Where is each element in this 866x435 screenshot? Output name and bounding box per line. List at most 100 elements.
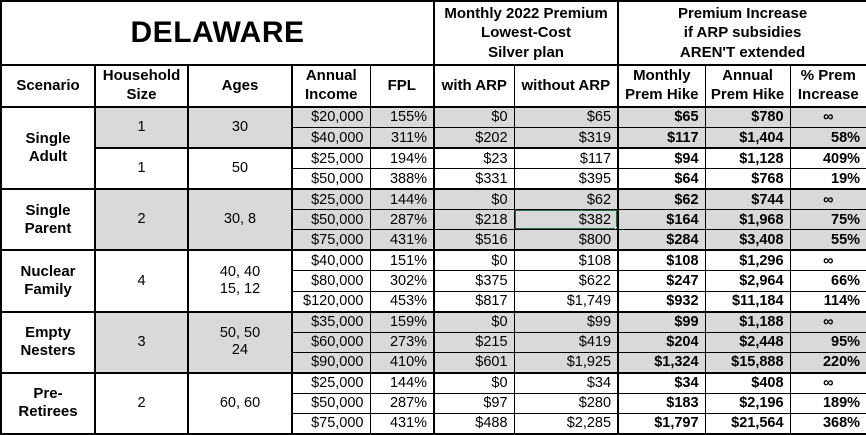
cell-pct-increase[interactable]: ∞ <box>789 310 866 333</box>
cell-fpl[interactable]: 144% <box>369 371 436 394</box>
cell-with-arp[interactable]: $202 <box>433 127 515 149</box>
cell-income[interactable]: $40,000 <box>291 127 371 149</box>
cell-fpl[interactable]: 453% <box>369 290 436 313</box>
cell-without-arp[interactable]: $1,749 <box>513 290 620 313</box>
selection-fill-handle[interactable] <box>615 227 617 229</box>
ages-cell[interactable]: 40, 40 15, 12 <box>187 249 293 313</box>
cell-fpl[interactable]: 388% <box>369 168 436 190</box>
cell-fpl[interactable]: 431% <box>369 412 436 435</box>
cell-income[interactable]: $25,000 <box>291 147 371 170</box>
cell-with-arp[interactable]: $218 <box>433 209 515 231</box>
cell-income[interactable]: $60,000 <box>291 331 371 353</box>
cell-pct-increase[interactable]: 368% <box>789 412 866 435</box>
cell-without-arp[interactable]: $280 <box>513 392 620 414</box>
cell-income[interactable]: $75,000 <box>291 229 371 251</box>
scenario-cell-empty-nesters[interactable]: Empty Nesters <box>0 310 96 374</box>
cell-fpl[interactable]: 302% <box>369 270 436 292</box>
cell-pct-increase[interactable]: 114% <box>789 290 866 313</box>
cell-fpl[interactable]: 431% <box>369 229 436 251</box>
scenario-cell-nuclear-family[interactable]: Nuclear Family <box>0 249 96 313</box>
cell-with-arp[interactable]: $601 <box>433 351 515 374</box>
cell-annual-hike[interactable]: $744 <box>704 188 791 211</box>
cell-with-arp[interactable]: $23 <box>433 147 515 170</box>
cell-annual-hike[interactable]: $1,296 <box>704 249 791 272</box>
cell-pct-increase[interactable]: ∞ <box>789 106 866 129</box>
cell-monthly-hike[interactable]: $62 <box>617 188 706 211</box>
cell-monthly-hike[interactable]: $204 <box>617 331 706 353</box>
cell-annual-hike[interactable]: $15,888 <box>704 351 791 374</box>
cell-pct-increase[interactable]: 409% <box>789 147 866 170</box>
cell-pct-increase[interactable]: 66% <box>789 270 866 292</box>
selected-cell-without-arp[interactable]: $382 <box>513 209 620 231</box>
cell-income[interactable]: $20,000 <box>291 106 371 129</box>
cell-income[interactable]: $80,000 <box>291 270 371 292</box>
scenario-cell-pre-retirees[interactable]: Pre- Retirees <box>0 371 96 435</box>
scenario-cell-single-adult[interactable]: Single Adult <box>0 106 96 190</box>
cell-annual-hike[interactable]: $1,968 <box>704 209 791 231</box>
cell-monthly-hike[interactable]: $1,797 <box>617 412 706 435</box>
cell-without-arp[interactable]: $108 <box>513 249 620 272</box>
cell-fpl[interactable]: 311% <box>369 127 436 149</box>
cell-fpl[interactable]: 273% <box>369 331 436 353</box>
cell-without-arp[interactable]: $2,285 <box>513 412 620 435</box>
cell-without-arp[interactable]: $395 <box>513 168 620 190</box>
cell-income[interactable]: $50,000 <box>291 209 371 231</box>
cell-income[interactable]: $120,000 <box>291 290 371 313</box>
cell-monthly-hike[interactable]: $284 <box>617 229 706 251</box>
cell-pct-increase[interactable]: 19% <box>789 168 866 190</box>
cell-pct-increase[interactable]: 55% <box>789 229 866 251</box>
cell-fpl[interactable]: 144% <box>369 188 436 211</box>
household-size-cell[interactable]: 1 <box>94 106 189 149</box>
cell-without-arp[interactable]: $419 <box>513 331 620 353</box>
cell-income[interactable]: $50,000 <box>291 168 371 190</box>
cell-monthly-hike[interactable]: $108 <box>617 249 706 272</box>
cell-monthly-hike[interactable]: $932 <box>617 290 706 313</box>
cell-without-arp[interactable]: $622 <box>513 270 620 292</box>
cell-with-arp[interactable]: $331 <box>433 168 515 190</box>
cell-fpl[interactable]: 159% <box>369 310 436 333</box>
cell-annual-hike[interactable]: $768 <box>704 168 791 190</box>
cell-monthly-hike[interactable]: $65 <box>617 106 706 129</box>
ages-cell[interactable]: 30, 8 <box>187 188 293 251</box>
cell-income[interactable]: $50,000 <box>291 392 371 414</box>
cell-income[interactable]: $25,000 <box>291 188 371 211</box>
cell-income[interactable]: $40,000 <box>291 249 371 272</box>
cell-income[interactable]: $25,000 <box>291 371 371 394</box>
cell-fpl[interactable]: 194% <box>369 147 436 170</box>
scenario-cell-single-parent[interactable]: Single Parent <box>0 188 96 251</box>
cell-monthly-hike[interactable]: $1,324 <box>617 351 706 374</box>
household-size-cell[interactable]: 2 <box>94 188 189 251</box>
cell-fpl[interactable]: 287% <box>369 392 436 414</box>
cell-without-arp[interactable]: $65 <box>513 106 620 129</box>
cell-income[interactable]: $90,000 <box>291 351 371 374</box>
household-size-cell[interactable]: 2 <box>94 371 189 435</box>
cell-annual-hike[interactable]: $1,404 <box>704 127 791 149</box>
cell-with-arp[interactable]: $375 <box>433 270 515 292</box>
cell-monthly-hike[interactable]: $94 <box>617 147 706 170</box>
cell-annual-hike[interactable]: $1,188 <box>704 310 791 333</box>
cell-with-arp[interactable]: $817 <box>433 290 515 313</box>
cell-without-arp[interactable]: $99 <box>513 310 620 333</box>
cell-without-arp[interactable]: $117 <box>513 147 620 170</box>
cell-with-arp[interactable]: $0 <box>433 371 515 394</box>
cell-fpl[interactable]: 155% <box>369 106 436 129</box>
cell-monthly-hike[interactable]: $64 <box>617 168 706 190</box>
cell-with-arp[interactable]: $488 <box>433 412 515 435</box>
cell-fpl[interactable]: 151% <box>369 249 436 272</box>
cell-annual-hike[interactable]: $780 <box>704 106 791 129</box>
cell-pct-increase[interactable]: ∞ <box>789 188 866 211</box>
cell-annual-hike[interactable]: $2,196 <box>704 392 791 414</box>
cell-monthly-hike[interactable]: $183 <box>617 392 706 414</box>
cell-with-arp[interactable]: $215 <box>433 331 515 353</box>
cell-pct-increase[interactable]: 95% <box>789 331 866 353</box>
cell-pct-increase[interactable]: 189% <box>789 392 866 414</box>
cell-without-arp[interactable]: $62 <box>513 188 620 211</box>
ages-cell[interactable]: 30 <box>187 106 293 149</box>
cell-without-arp[interactable]: $34 <box>513 371 620 394</box>
cell-annual-hike[interactable]: $3,408 <box>704 229 791 251</box>
ages-cell[interactable]: 50 <box>187 147 293 190</box>
cell-annual-hike[interactable]: $1,128 <box>704 147 791 170</box>
cell-pct-increase[interactable]: 58% <box>789 127 866 149</box>
cell-monthly-hike[interactable]: $99 <box>617 310 706 333</box>
cell-fpl[interactable]: 410% <box>369 351 436 374</box>
